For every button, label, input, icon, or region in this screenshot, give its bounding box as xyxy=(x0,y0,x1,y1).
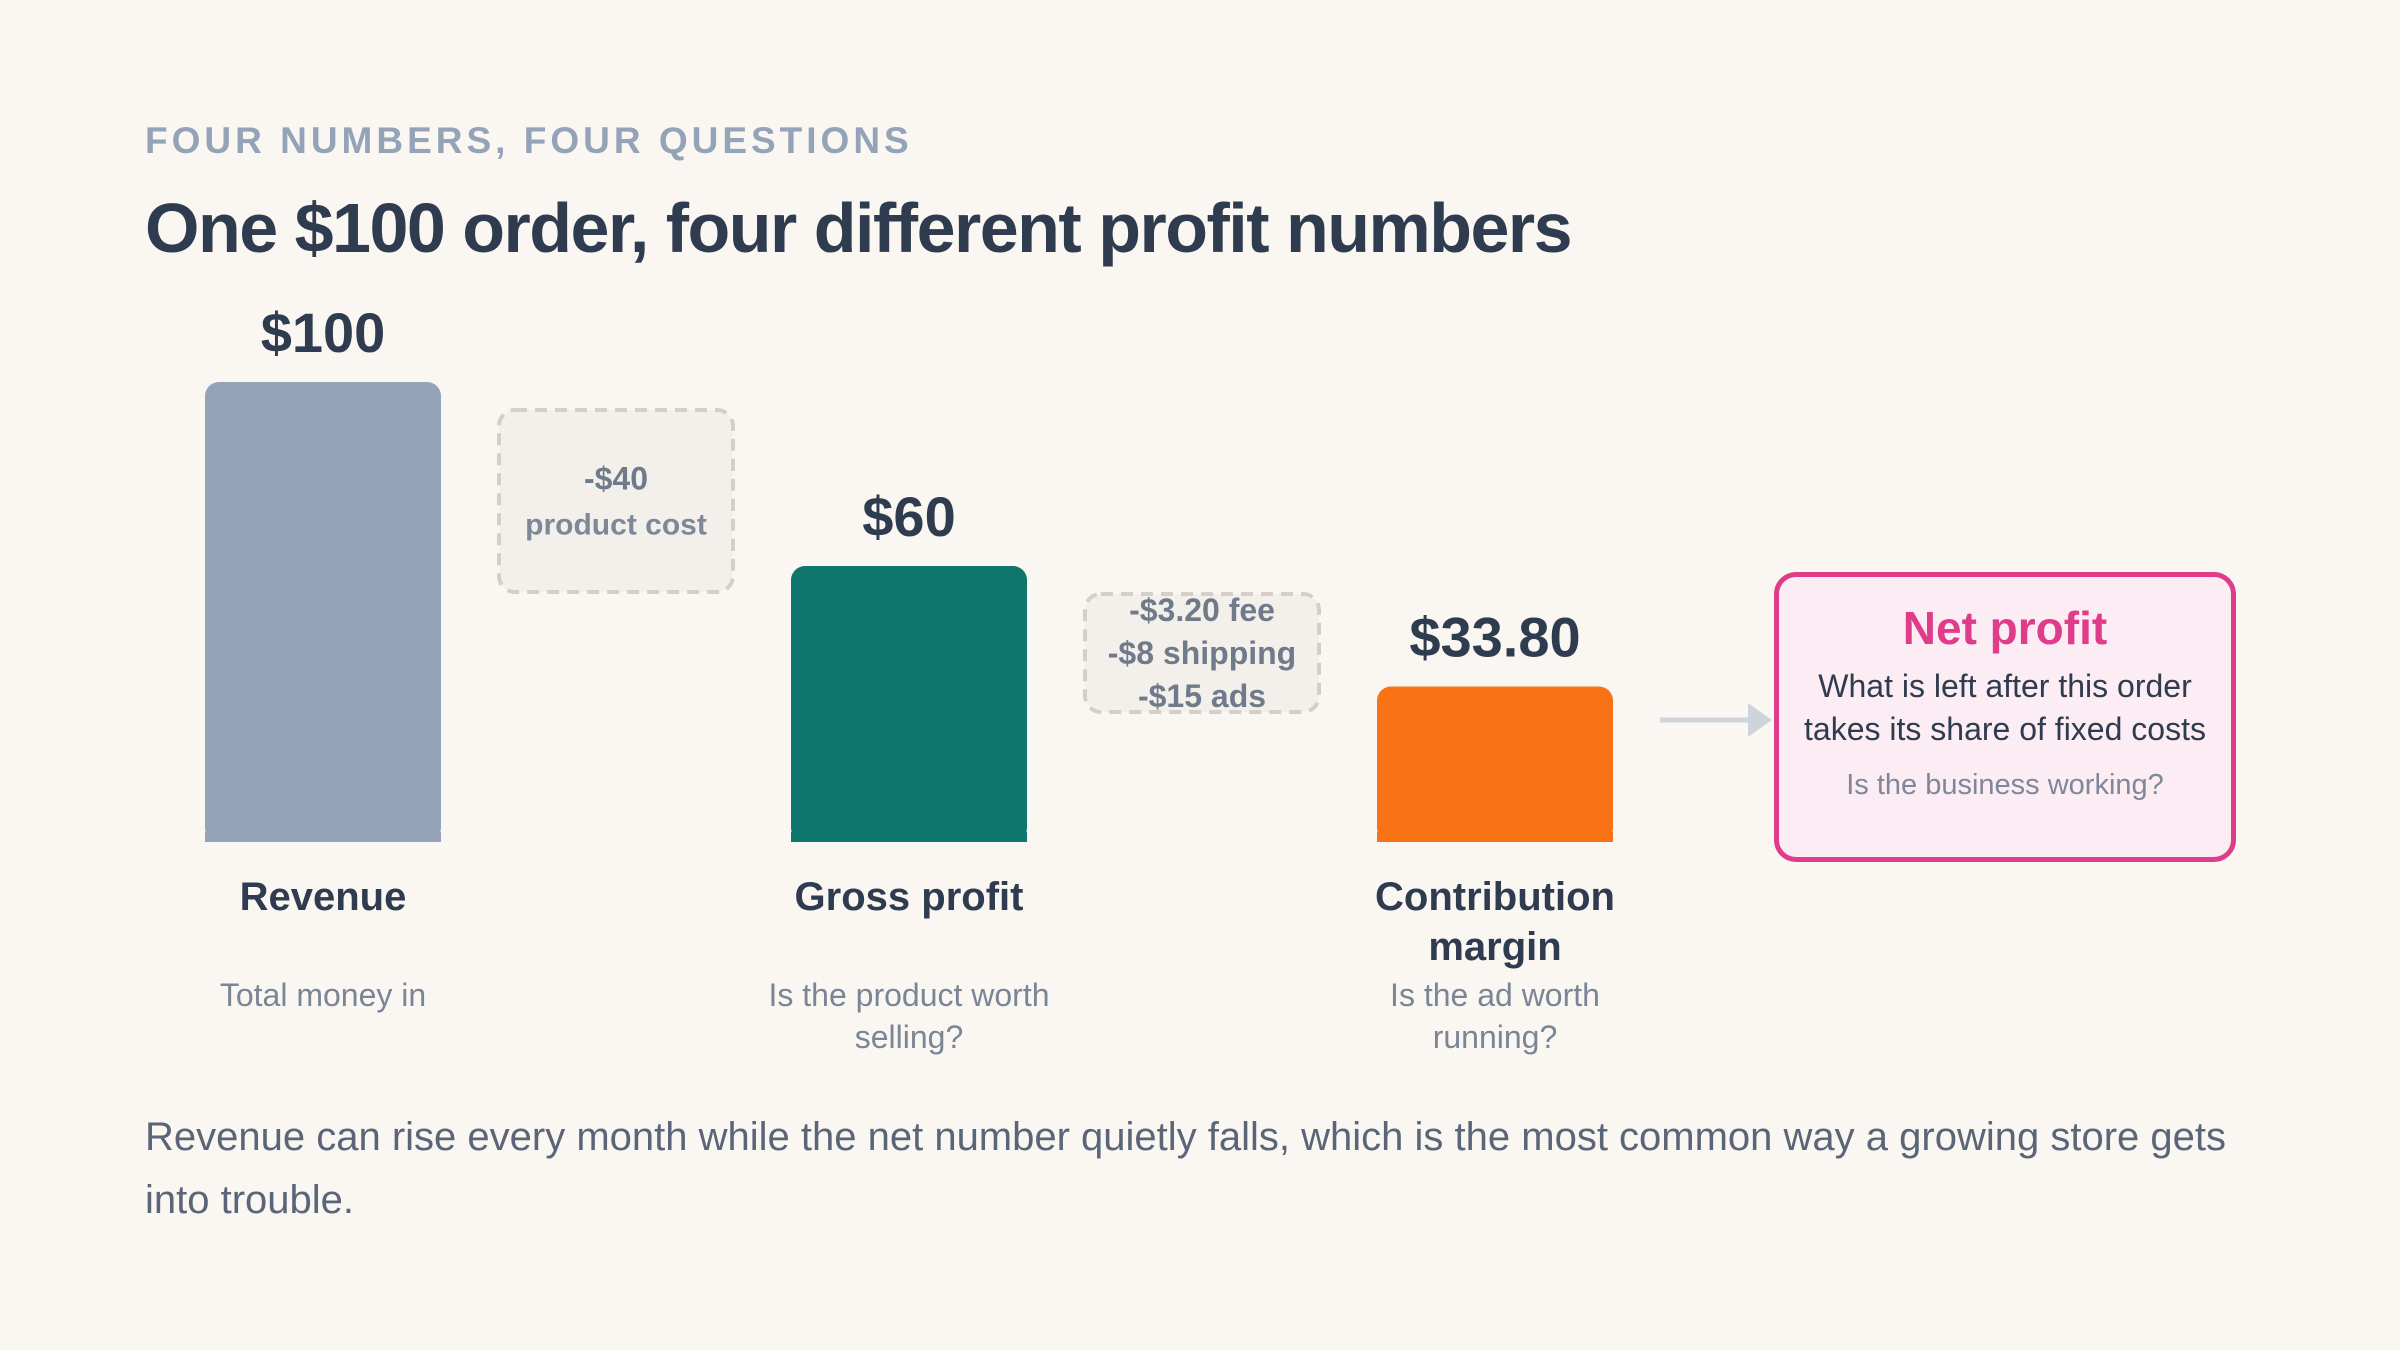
category-label: Revenue xyxy=(240,875,407,919)
category-description: Is the product worth xyxy=(768,977,1049,1013)
bar-3 xyxy=(1377,686,1613,842)
deduction-box xyxy=(1083,592,1321,714)
bar-base-3 xyxy=(1377,832,1613,842)
deduction-label: product cost xyxy=(525,509,707,542)
bar-base-1 xyxy=(205,832,441,842)
category-label: Gross profit xyxy=(795,875,1024,919)
bar-1 xyxy=(205,382,441,842)
bar-value-label: $60 xyxy=(862,485,955,548)
net-profit-question: Is the business working? xyxy=(1846,769,2164,801)
deduction-label: -$15 ads xyxy=(1138,678,1266,714)
arrow-head-icon xyxy=(1748,703,1772,737)
bar-value-label: $33.80 xyxy=(1409,606,1580,669)
deduction-label: -$8 shipping xyxy=(1108,635,1296,671)
footer-note: Revenue can rise every month while the n… xyxy=(145,1115,2226,1222)
net-profit-text: What is left after this order takes its … xyxy=(1804,668,2206,747)
deduction-box xyxy=(497,408,735,594)
category-description: Total money in xyxy=(220,977,426,1013)
net-profit-card: Net profit What is left after this order… xyxy=(1774,572,2236,862)
deduction-label: -$40 xyxy=(584,461,648,497)
eyebrow: FOUR NUMBERS, FOUR QUESTIONS xyxy=(145,120,913,161)
category-description: selling? xyxy=(855,1019,964,1055)
page-title: One $100 order, four different profit nu… xyxy=(145,189,1573,267)
bar-value-label: $100 xyxy=(261,301,386,364)
category-label: Contribution xyxy=(1375,875,1615,919)
category-description: Is the ad worth xyxy=(1390,977,1600,1013)
bar-2 xyxy=(791,566,1027,842)
bar-base-2 xyxy=(791,832,1027,842)
category-description: running? xyxy=(1433,1019,1558,1055)
category-label: margin xyxy=(1428,925,1561,969)
net-profit-title: Net profit xyxy=(1902,602,2108,654)
deduction-label: -$3.20 fee xyxy=(1129,592,1275,628)
